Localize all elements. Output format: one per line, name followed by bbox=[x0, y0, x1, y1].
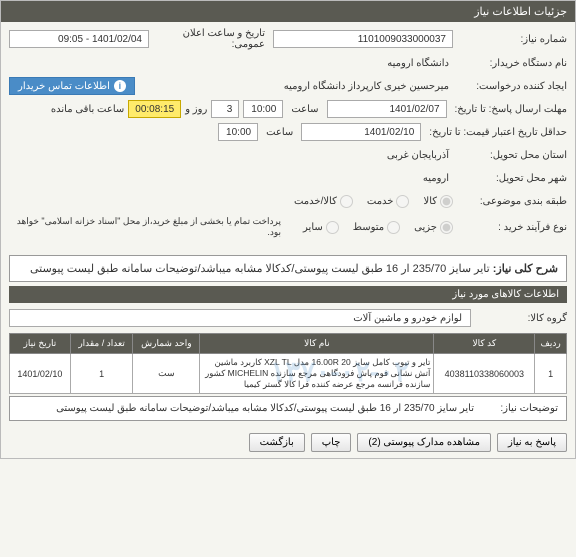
print-button[interactable]: چاپ bbox=[311, 433, 352, 452]
val-validity-hour: 10:00 bbox=[218, 123, 258, 141]
row-province: استان محل تحویل: آذربایجان غربی bbox=[9, 145, 567, 165]
row-deadline: مهلت ارسال پاسخ: تا تاریخ: 1401/02/07 سا… bbox=[9, 99, 567, 119]
cell-unit: ست bbox=[133, 354, 200, 394]
row-buyer: نام دستگاه خریدار: دانشگاه ارومیه bbox=[9, 53, 567, 73]
radio-other[interactable]: سایر bbox=[303, 221, 339, 234]
lbl-hour2: ساعت bbox=[262, 125, 297, 140]
contact-btn-label: اطلاعات تماس خریدار bbox=[18, 81, 110, 92]
radio-minor[interactable]: جزیی bbox=[414, 221, 453, 234]
need-details-panel: جزئیات اطلاعات نیاز شماره نیاز: 11010090… bbox=[0, 0, 576, 459]
row-category: طبقه بندی موضوعی: کالا خدمت کالا/خدمت bbox=[9, 191, 567, 211]
cell-qty: 1 bbox=[70, 354, 133, 394]
lbl-need-no: شماره نیاز: bbox=[457, 34, 567, 45]
radio-goods[interactable]: کالا bbox=[423, 195, 453, 208]
lbl-creator: ایجاد کننده درخواست: bbox=[457, 81, 567, 92]
row-group: گروه کالا: لوازم خودرو و ماشین آلات bbox=[1, 305, 575, 331]
val-deadline-date: 1401/02/07 bbox=[327, 100, 447, 118]
info-icon: i bbox=[114, 80, 126, 92]
val-deadline-hour: 10:00 bbox=[243, 100, 283, 118]
val-province: آذربایجان غربی bbox=[383, 148, 453, 163]
val-validity-date: 1401/02/10 bbox=[301, 123, 421, 141]
val-need-no: 1101009033000037 bbox=[273, 30, 453, 48]
lbl-process: نوع فرآیند خرید : bbox=[457, 222, 567, 233]
table-row: 1 4038110338060003 تایر و تیوب کامل سایز… bbox=[10, 354, 567, 394]
val-buyer: دانشگاه ارومیه bbox=[383, 56, 453, 71]
radio-both[interactable]: کالا/خدمت bbox=[294, 195, 353, 208]
th-name: نام کالا bbox=[200, 334, 434, 354]
notes-box: توضیحات نیاز: تایر سایز 235/70 ار 16 طبق… bbox=[9, 396, 567, 421]
cell-code: 4038110338060003 bbox=[434, 354, 535, 394]
lbl-deadline: مهلت ارسال پاسخ: تا تاریخ: bbox=[451, 104, 567, 115]
th-qty: تعداد / مقدار bbox=[70, 334, 133, 354]
th-row: ردیف bbox=[535, 334, 567, 354]
lbl-day-and: روز و bbox=[185, 104, 207, 115]
cell-date: 1401/02/10 bbox=[10, 354, 71, 394]
cell-row: 1 bbox=[535, 354, 567, 394]
row-creator: ایجاد کننده درخواست: میرحسین خیری کارپرد… bbox=[9, 76, 567, 96]
th-unit: واحد شمارش bbox=[133, 334, 200, 354]
lbl-hour1: ساعت bbox=[287, 102, 322, 117]
payment-note: پرداخت تمام یا بخشی از مبلغ خرید،از محل … bbox=[9, 214, 285, 240]
val-deadline-days: 3 bbox=[211, 100, 239, 118]
form-area: شماره نیاز: 1101009033000037 تاریخ و ساع… bbox=[1, 22, 575, 249]
items-table: ردیف کد کالا نام کالا واحد شمارش تعداد /… bbox=[9, 333, 567, 394]
desc-title: شرح کلی نیاز: bbox=[493, 263, 558, 275]
contact-buyer-button[interactable]: i اطلاعات تماس خریدار bbox=[9, 77, 135, 95]
th-code: کد کالا bbox=[434, 334, 535, 354]
desc-text: تایر سایز 235/70 ار 16 طبق لیست پیوستی/ک… bbox=[30, 263, 490, 275]
radio-service[interactable]: خدمت bbox=[367, 195, 410, 208]
lbl-group: گروه کالا: bbox=[477, 313, 567, 324]
val-announce: 1401/02/04 - 09:05 bbox=[9, 30, 149, 48]
panel-title: جزئیات اطلاعات نیاز bbox=[1, 1, 575, 22]
lbl-city: شهر محل تحویل: bbox=[457, 173, 567, 184]
row-need-no: شماره نیاز: 1101009033000037 تاریخ و ساع… bbox=[9, 28, 567, 50]
cell-name: تایر و تیوب کامل سایز 16.00R 20 مدل XZL … bbox=[200, 354, 434, 394]
row-validity: حداقل تاریخ اعتبار قیمت: تا تاریخ: 1401/… bbox=[9, 122, 567, 142]
row-process: نوع فرآیند خرید : جزیی متوسط سایر پرداخت… bbox=[9, 214, 567, 240]
radio-medium[interactable]: متوسط bbox=[353, 221, 400, 234]
val-group: لوازم خودرو و ماشین آلات bbox=[9, 309, 471, 327]
lbl-notes: توضیحات نیاز: bbox=[480, 403, 558, 414]
val-creator: میرحسین خیری کارپرداز دانشگاه ارومیه bbox=[280, 79, 453, 94]
notes-text: تایر سایز 235/70 ار 16 طبق لیست پیوستی/ک… bbox=[56, 403, 474, 414]
button-bar: پاسخ به نیاز مشاهده مدارک پیوستی (2) چاپ… bbox=[1, 427, 575, 458]
lbl-validity: حداقل تاریخ اعتبار قیمت: تا تاریخ: bbox=[425, 127, 567, 138]
respond-button[interactable]: پاسخ به نیاز bbox=[497, 433, 567, 452]
general-desc-box: شرح کلی نیاز: تایر سایز 235/70 ار 16 طبق… bbox=[9, 255, 567, 282]
items-header: اطلاعات کالاهای مورد نیاز bbox=[9, 286, 567, 303]
back-button[interactable]: بازگشت bbox=[249, 433, 305, 452]
lbl-category: طبقه بندی موضوعی: bbox=[457, 196, 567, 207]
row-city: شهر محل تحویل: ارومیه bbox=[9, 168, 567, 188]
th-date: تاریخ نیاز bbox=[10, 334, 71, 354]
lbl-province: استان محل تحویل: bbox=[457, 150, 567, 161]
lbl-buyer: نام دستگاه خریدار: bbox=[457, 58, 567, 69]
lbl-remain: ساعت باقی مانده bbox=[51, 104, 124, 115]
lbl-announce: تاریخ و ساعت اعلان عمومی: bbox=[153, 28, 265, 50]
val-city: ارومیه bbox=[419, 171, 453, 186]
view-docs-button[interactable]: مشاهده مدارک پیوستی (2) bbox=[357, 433, 491, 452]
val-timer: 00:08:15 bbox=[128, 100, 181, 118]
